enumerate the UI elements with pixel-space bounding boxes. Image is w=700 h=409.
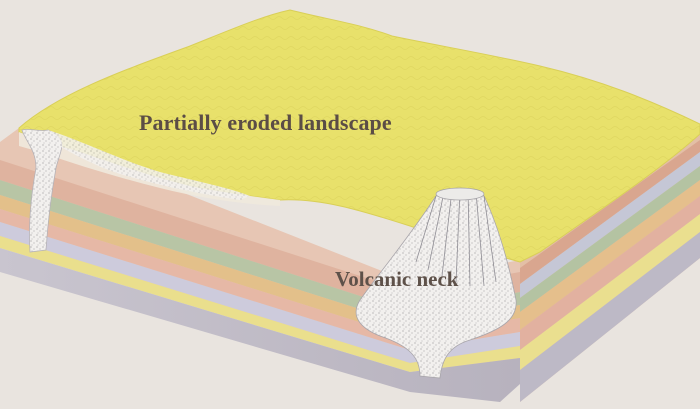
left-dike [21, 129, 63, 253]
right-strata-face [520, 128, 700, 402]
ash-cap [48, 130, 250, 200]
volcanic-neck [355, 187, 517, 379]
volcanic-neck-label: Volcanic neck [335, 267, 459, 291]
eroded-edge [19, 132, 280, 206]
landscape-label: Partially eroded landscape [139, 110, 392, 135]
